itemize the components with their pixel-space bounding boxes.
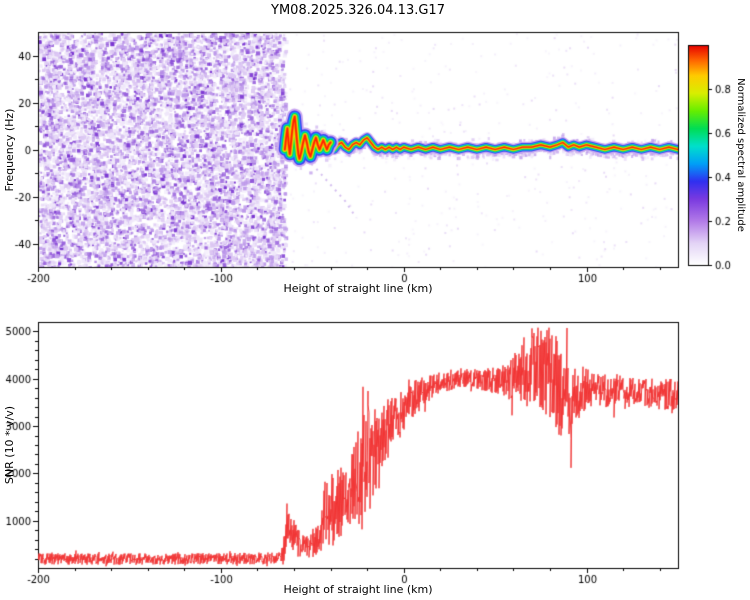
frequency-axis-label: Frequency (Hz): [3, 108, 16, 192]
spectrogram-xaxis-label: Height of straight line (km): [283, 282, 433, 295]
snr-xaxis-label: Height of straight line (km): [283, 583, 433, 596]
page-title: YM08.2025.326.04.13.G17: [271, 3, 445, 18]
snr-axis-label: SNR (10 * v/v): [3, 405, 16, 485]
colorbar-label: Normalized spectral amplitude: [735, 78, 746, 232]
